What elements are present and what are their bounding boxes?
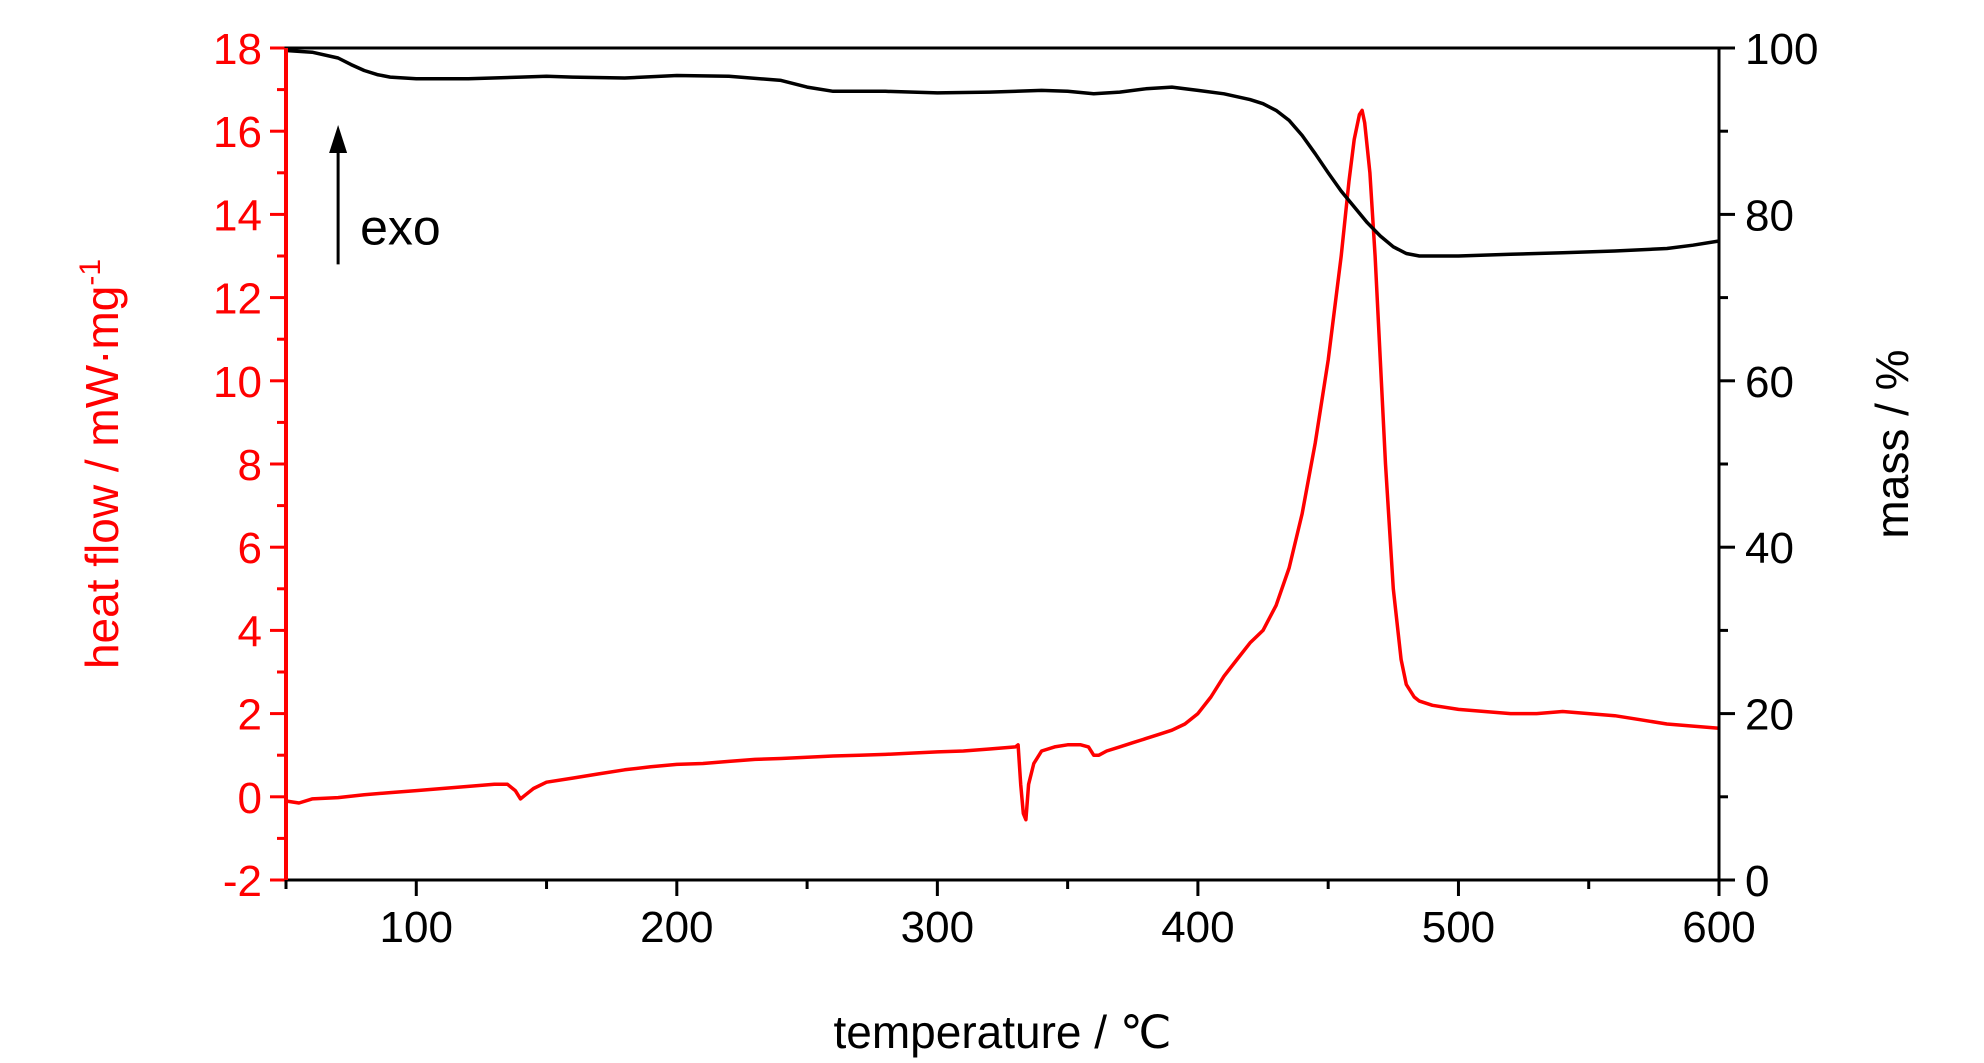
x-tick-label: 600 <box>1682 903 1755 952</box>
x-tick-label: 100 <box>380 903 453 952</box>
left-tick-label: 14 <box>213 191 262 240</box>
mass-line <box>285 48 1720 258</box>
arrow-up-icon <box>329 125 348 154</box>
x-tick-label: 400 <box>1161 903 1234 952</box>
left-tick-label: 8 <box>238 441 262 490</box>
heat-flow-line <box>285 108 1720 822</box>
left-axis-title-superscript: -1 <box>74 259 107 286</box>
left-tick-label: 10 <box>213 358 262 407</box>
exo-label: exo <box>360 199 441 255</box>
right-axis-ticks: 0 20 40 60 80 100 <box>1719 25 1818 906</box>
left-tick-label: 16 <box>213 108 262 157</box>
x-axis-title: temperature / ℃ <box>833 1006 1171 1058</box>
left-tick-label: -2 <box>223 857 262 906</box>
right-axis-title: mass / % <box>1866 349 1918 538</box>
right-tick-label: 20 <box>1745 691 1794 740</box>
right-tick-label: 40 <box>1745 524 1794 573</box>
x-tick-label: 300 <box>901 903 974 952</box>
left-axis-title-main: heat flow / mW·mg <box>76 286 128 669</box>
left-axis-ticks: -2 0 2 4 6 8 10 12 14 16 18 <box>213 25 286 906</box>
right-tick-label: 100 <box>1745 25 1818 74</box>
x-tick-label: 200 <box>640 903 713 952</box>
x-tick-label: 500 <box>1422 903 1495 952</box>
exo-annotation: exo <box>329 125 441 265</box>
left-tick-label: 2 <box>238 691 262 740</box>
right-tick-label: 80 <box>1745 191 1794 240</box>
series-layer <box>285 48 1720 822</box>
left-axis-title: heat flow / mW·mg-1 <box>74 259 128 669</box>
left-tick-label: 0 <box>238 774 262 823</box>
left-tick-label: 4 <box>238 607 262 656</box>
left-tick-label: 12 <box>213 275 262 324</box>
right-tick-label: 0 <box>1745 857 1769 906</box>
right-tick-label: 60 <box>1745 358 1794 407</box>
x-axis-ticks: 100 200 300 400 500 600 <box>284 880 1756 952</box>
left-tick-label: 18 <box>213 25 262 74</box>
left-tick-label: 6 <box>238 524 262 573</box>
plot-frame <box>284 46 1721 882</box>
